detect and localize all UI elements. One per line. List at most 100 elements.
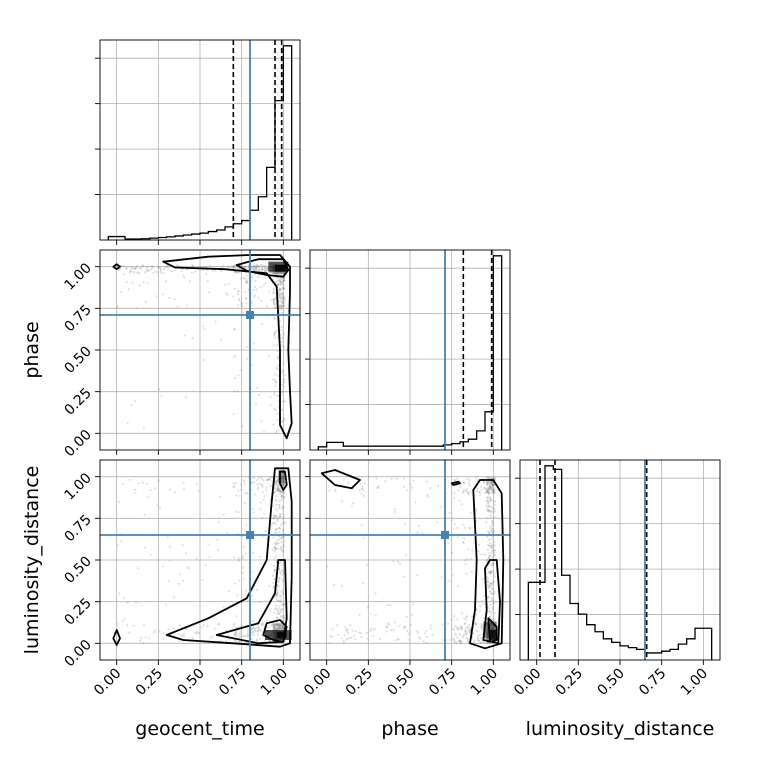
sample-point bbox=[491, 481, 494, 484]
sample-point bbox=[425, 635, 428, 639]
sample-point bbox=[276, 272, 279, 275]
sample-point bbox=[122, 597, 125, 600]
sample-point bbox=[281, 478, 284, 481]
sample-point bbox=[159, 271, 162, 274]
sample-point bbox=[487, 489, 490, 492]
sample-point bbox=[396, 477, 399, 481]
sample-point bbox=[208, 264, 211, 267]
sample-point bbox=[486, 575, 489, 578]
sample-point bbox=[489, 590, 492, 593]
sample-point bbox=[182, 635, 185, 638]
sample-point bbox=[275, 475, 278, 478]
sample-point bbox=[273, 626, 276, 629]
sample-point bbox=[283, 276, 286, 279]
sample-point bbox=[491, 564, 494, 568]
sample-point bbox=[245, 274, 248, 277]
sample-point bbox=[272, 516, 275, 519]
sample-point bbox=[268, 585, 271, 588]
x-tick-label: 0.00 bbox=[301, 666, 334, 699]
sample-point bbox=[460, 639, 463, 643]
sample-point bbox=[491, 486, 494, 489]
sample-point bbox=[276, 593, 279, 596]
sample-point bbox=[280, 626, 283, 629]
sample-point bbox=[485, 637, 488, 640]
sample-point bbox=[282, 272, 285, 275]
sample-point bbox=[278, 514, 282, 517]
sample-point bbox=[454, 479, 457, 482]
sample-point bbox=[372, 628, 375, 631]
sample-point bbox=[271, 574, 274, 577]
sample-point bbox=[273, 542, 276, 545]
sample-point bbox=[492, 602, 495, 605]
sample-point bbox=[278, 311, 281, 314]
sample-point bbox=[491, 484, 494, 487]
sample-point bbox=[279, 271, 283, 274]
sample-point bbox=[482, 553, 485, 556]
sample-point bbox=[328, 489, 331, 492]
sample-point bbox=[262, 430, 266, 433]
sample-point bbox=[351, 502, 355, 505]
sample-point bbox=[491, 492, 494, 495]
sample-point bbox=[182, 481, 185, 485]
sample-point bbox=[354, 630, 357, 633]
sample-point bbox=[163, 267, 166, 271]
sample-point bbox=[488, 499, 491, 502]
sample-point bbox=[252, 264, 255, 267]
sample-point bbox=[264, 267, 267, 270]
sample-point bbox=[280, 280, 283, 284]
sample-point bbox=[486, 508, 489, 511]
sample-point bbox=[256, 487, 259, 491]
sample-point bbox=[486, 489, 489, 492]
sample-point bbox=[491, 556, 494, 559]
sample-point bbox=[490, 613, 493, 616]
sample-point bbox=[281, 607, 284, 611]
sample-point bbox=[493, 554, 496, 558]
sample-point bbox=[490, 592, 493, 595]
sample-point bbox=[276, 271, 279, 274]
sample-point bbox=[272, 625, 275, 628]
sample-point bbox=[480, 622, 483, 626]
sample-point bbox=[490, 481, 493, 484]
sample-point bbox=[490, 527, 493, 530]
sample-point bbox=[283, 297, 286, 300]
sample-point bbox=[262, 498, 265, 501]
sample-point bbox=[116, 544, 119, 547]
sample-point bbox=[257, 477, 260, 480]
sample-point bbox=[277, 485, 280, 488]
sample-point bbox=[487, 509, 491, 512]
sample-point bbox=[489, 544, 492, 548]
sample-point bbox=[473, 641, 476, 644]
sample-point bbox=[492, 511, 496, 514]
sample-point bbox=[238, 632, 242, 635]
sample-point bbox=[462, 491, 465, 494]
sample-point bbox=[276, 487, 279, 490]
sample-point bbox=[187, 567, 191, 570]
sample-point bbox=[238, 299, 241, 302]
sample-point bbox=[465, 626, 469, 629]
sample-point bbox=[487, 491, 490, 494]
sample-point bbox=[277, 488, 280, 491]
sample-point bbox=[282, 539, 286, 543]
sample-point bbox=[167, 580, 170, 583]
sample-point bbox=[490, 628, 494, 631]
sample-point bbox=[245, 297, 248, 300]
sample-point bbox=[273, 317, 277, 320]
sample-point bbox=[489, 485, 492, 488]
sample-point bbox=[177, 632, 180, 636]
sample-point bbox=[490, 622, 493, 625]
x-tick-label: 1.00 bbox=[468, 666, 501, 699]
sample-point bbox=[345, 638, 348, 641]
sample-point bbox=[263, 512, 266, 515]
sample-point bbox=[274, 507, 277, 510]
sample-point bbox=[468, 484, 471, 487]
sample-point bbox=[142, 641, 145, 645]
sample-point bbox=[206, 279, 209, 283]
sample-point bbox=[253, 265, 256, 268]
sample-point bbox=[253, 265, 256, 268]
sample-point bbox=[236, 634, 239, 637]
sample-point bbox=[274, 306, 277, 310]
sample-point bbox=[266, 267, 269, 271]
sample-point bbox=[281, 477, 284, 480]
sample-point bbox=[487, 476, 490, 479]
